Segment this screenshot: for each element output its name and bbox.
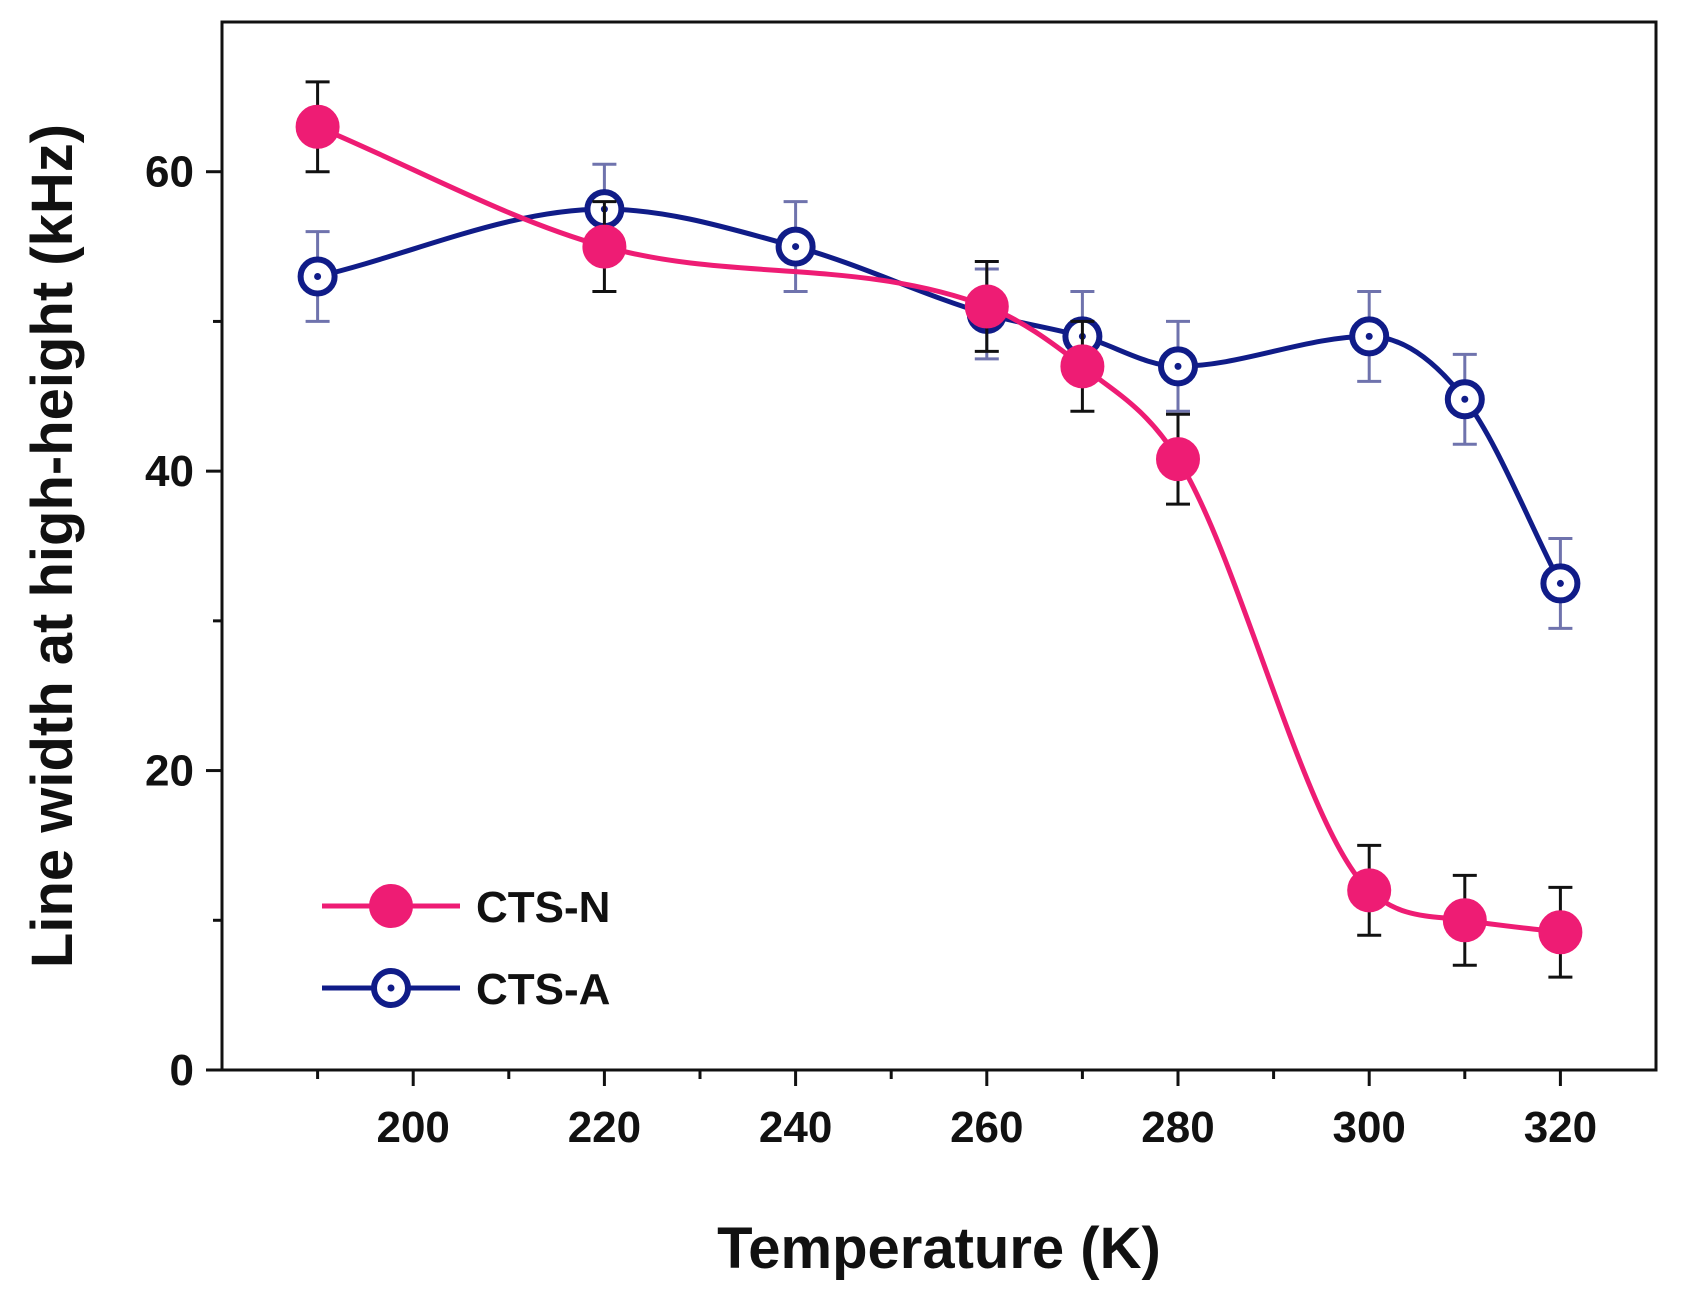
data-point-cts-n xyxy=(1060,344,1105,389)
legend-item-cts-a: CTS-A xyxy=(322,965,610,1014)
series-layer xyxy=(295,80,1583,979)
legend-label-cts-a: CTS-A xyxy=(476,965,610,1014)
x-tick-label: 300 xyxy=(1332,1103,1405,1152)
data-point-center-dot-cts-a xyxy=(1365,332,1373,340)
x-tick-label: 220 xyxy=(568,1103,641,1152)
series-cts-n xyxy=(295,80,1583,979)
data-point-cts-n xyxy=(1156,437,1200,482)
legend-label-cts-n: CTS-N xyxy=(476,883,610,932)
data-point-center-dot-cts-a xyxy=(314,273,322,281)
series-cts-a xyxy=(297,162,1581,630)
data-point-center-dot-cts-a xyxy=(792,243,800,251)
data-point-center-dot-cts-a xyxy=(1461,395,1469,403)
legend: CTS-N CTS-A xyxy=(322,883,610,1014)
y-axis-title: Line width at high-height (kHz) xyxy=(20,124,85,968)
data-point-legend-cts-n xyxy=(369,884,413,928)
data-point-center-dot-cts-a xyxy=(1556,579,1564,587)
axis-ticks: 200 220 240 260 280 300 320 0 20 40 60 xyxy=(145,148,1597,1152)
x-axis-title: Temperature (K) xyxy=(717,1216,1161,1281)
y-tick-label: 0 xyxy=(170,1046,194,1095)
data-point-cts-n xyxy=(1442,898,1487,943)
data-point-cts-n xyxy=(295,104,340,149)
data-point-cts-n xyxy=(964,284,1009,329)
x-tick-label: 200 xyxy=(376,1103,449,1152)
legend-item-cts-n: CTS-N xyxy=(322,883,610,932)
series-line-cts-a xyxy=(317,206,1563,585)
data-point-cts-n xyxy=(1538,910,1583,955)
data-point-center-dot-legend-cts-a xyxy=(387,984,395,992)
x-tick-label: 240 xyxy=(759,1103,832,1152)
series-line-cts-n xyxy=(316,124,1561,935)
data-point-cts-n xyxy=(1347,868,1392,913)
y-tick-label: 20 xyxy=(145,747,194,796)
y-tick-label: 60 xyxy=(145,148,194,197)
plot-frame xyxy=(220,20,1658,1072)
data-point-cts-n xyxy=(582,224,627,269)
x-tick-label: 280 xyxy=(1141,1103,1214,1152)
data-point-center-dot-cts-a xyxy=(1174,362,1182,370)
x-tick-label: 320 xyxy=(1524,1103,1597,1152)
x-tick-label: 260 xyxy=(950,1103,1023,1152)
y-tick-label: 40 xyxy=(145,447,194,496)
